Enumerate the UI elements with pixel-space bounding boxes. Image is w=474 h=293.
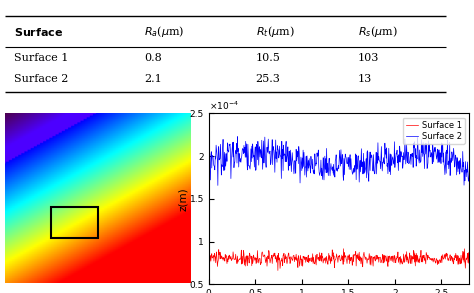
Surface 1: [341, 247, 346, 251]
Surface 2: [253, 168, 258, 172]
Text: $R_s$($\mu$m): $R_s$($\mu$m): [358, 24, 397, 39]
Text: $\mathbf{Surface}$: $\mathbf{Surface}$: [14, 26, 64, 38]
Legend: Surface 1, Surface 2: Surface 1, Surface 2: [402, 117, 465, 144]
Text: $R_a$($\mu$m): $R_a$($\mu$m): [144, 24, 184, 39]
Surface 2: [206, 151, 211, 155]
Text: $\times10^{-4}$: $\times10^{-4}$: [209, 99, 239, 112]
Surface 2: [235, 135, 240, 138]
Bar: [51, 207, 98, 238]
Text: 2.1: 2.1: [144, 74, 162, 84]
Surface 2: [273, 150, 279, 154]
Surface 1: [252, 258, 258, 262]
Surface 1: [324, 259, 330, 263]
Text: 25.3: 25.3: [255, 74, 281, 84]
Line: Surface 1: Surface 1: [209, 249, 469, 270]
Text: 10.5: 10.5: [255, 53, 281, 63]
Surface 1: [273, 254, 279, 258]
Text: 13: 13: [358, 74, 372, 84]
Surface 1: [206, 251, 211, 255]
Surface 2: [403, 162, 409, 166]
Text: Surface 1: Surface 1: [14, 53, 68, 63]
Surface 1: [275, 269, 281, 272]
Text: $R_t$($\mu$m): $R_t$($\mu$m): [255, 24, 294, 39]
Surface 1: [381, 256, 386, 260]
Surface 2: [325, 161, 330, 165]
Surface 2: [466, 168, 472, 171]
Text: 103: 103: [358, 53, 379, 63]
Surface 1: [466, 251, 472, 254]
Surface 2: [215, 184, 221, 187]
Surface 1: [360, 255, 366, 258]
Surface 1: [403, 253, 409, 256]
Surface 2: [360, 172, 366, 176]
Line: Surface 2: Surface 2: [209, 137, 469, 185]
Text: Surface 2: Surface 2: [14, 74, 68, 84]
Text: 0.8: 0.8: [144, 53, 162, 63]
Y-axis label: z(m): z(m): [178, 187, 188, 211]
Surface 2: [381, 156, 386, 159]
